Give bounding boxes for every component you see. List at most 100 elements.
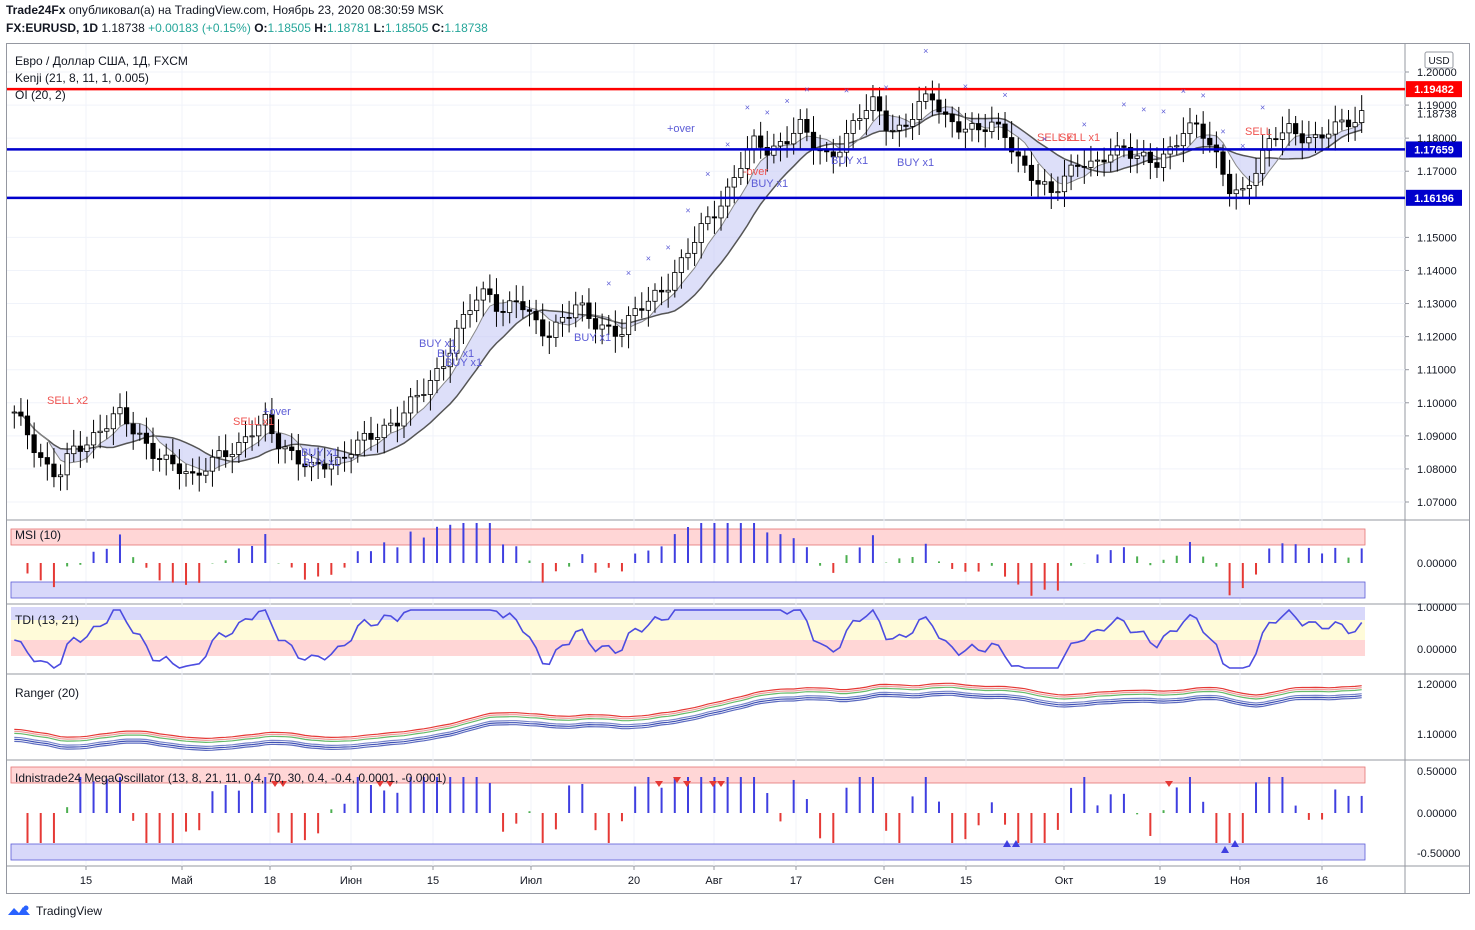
candle-body [434, 368, 440, 381]
over-signal-label: +over [263, 406, 291, 418]
low-value: 1.18505 [385, 21, 429, 35]
y-tick-label: 1.13000 [1417, 299, 1457, 311]
price-axis[interactable]: 1.20000 1.19000 1.18000 1.17000 1.15000 1.140… [1405, 67, 1457, 509]
candle-body [1352, 122, 1358, 128]
sell-signal-label: SELL x2 [47, 395, 88, 407]
candle-body [229, 454, 235, 458]
candle-body [18, 411, 24, 417]
current-price: 1.18738 [101, 21, 145, 35]
candle-body [909, 119, 916, 127]
candle-body [474, 299, 480, 312]
candle-body [962, 128, 969, 133]
candle-body [797, 119, 803, 134]
publisher-name[interactable]: Trade24Fx [6, 3, 66, 17]
buy-signal-label: BUY x1 [437, 348, 474, 360]
chart-frame[interactable]: 1.19482 1.17659 1.16196 1.18738 SELL x2 SELL… [6, 43, 1470, 894]
candle-body [1042, 181, 1048, 185]
candle-body [441, 366, 447, 369]
x-marker: × [804, 85, 809, 95]
y-tick-label: 1.10000 [1417, 398, 1457, 410]
candle-body [1220, 151, 1226, 175]
time-axis[interactable]: 15 Май 18 Июн 15 Июл 20 Авг 17 Сен 15 Окт 19 Ноя 16 [80, 866, 1328, 887]
candle-body [315, 461, 321, 465]
candle-body [493, 294, 500, 312]
horizontal-price-lines[interactable]: 1.19482 1.17659 1.16196 1.18738 [7, 81, 1462, 206]
candle-body [1108, 154, 1114, 163]
candle-body [427, 380, 434, 395]
mega-tick-label: 0.50000 [1417, 766, 1457, 778]
x-tick-label: 17 [790, 875, 802, 887]
x-marker: × [1260, 103, 1265, 113]
buy-signal-label: BUY x1 [303, 457, 340, 469]
ranger-line [14, 682, 1362, 740]
price-line-tag [1406, 141, 1462, 158]
candle-body [546, 335, 552, 338]
y-tick-label: 1.19000 [1417, 100, 1457, 112]
candle-body [328, 463, 334, 470]
candle-body [421, 394, 427, 396]
candle-body [738, 168, 744, 178]
tdi-top-zone [11, 607, 1365, 620]
ranger-line [14, 686, 1362, 744]
candle-body [995, 121, 1002, 125]
candle-body [751, 135, 757, 151]
x-tick-label: Июн [340, 875, 362, 887]
ranger-tick-label: 1.10000 [1417, 729, 1457, 741]
mega-sell-arrow [376, 781, 384, 787]
close-value: 1.18738 [444, 21, 488, 35]
candle-body [480, 288, 486, 301]
candle-body [942, 111, 949, 115]
candle-body [467, 310, 473, 315]
candle-body [1246, 184, 1253, 190]
candle-body [566, 316, 572, 319]
symbol-label[interactable]: FX:EURUSD, 1D [6, 21, 99, 35]
candle-body [573, 304, 579, 319]
price-line-tag [1406, 81, 1462, 98]
candle-body [949, 113, 955, 123]
candle-body [289, 446, 295, 451]
candle-body [335, 456, 341, 465]
candle-body [322, 463, 328, 470]
candle-body [923, 93, 929, 102]
candle-body [308, 461, 315, 468]
candle-body [1240, 188, 1246, 191]
candle-body [903, 124, 909, 127]
candle-body [507, 300, 513, 313]
candle-body [447, 352, 453, 368]
x-tick-label: Ноя [1230, 875, 1250, 887]
candle-body [599, 324, 605, 330]
candle-body [282, 446, 288, 450]
y-tick-label: 1.08000 [1417, 464, 1457, 476]
candle-body [553, 321, 559, 338]
candle-body [890, 129, 896, 132]
candle-body [520, 301, 526, 311]
candle-body [90, 432, 97, 446]
candle-body [388, 422, 394, 426]
candle-body [989, 121, 995, 132]
mega-tick-label: 0.00000 [1417, 808, 1457, 820]
candle-body [870, 96, 876, 111]
x-marker: × [745, 102, 750, 112]
buy-signal-label: BUY x1 [897, 157, 934, 169]
candle-body [157, 458, 163, 460]
candle-body [1101, 159, 1107, 163]
candle-body [586, 302, 592, 319]
mega-buy-arrow [1231, 840, 1239, 847]
candle-body [632, 308, 638, 316]
candle-body [592, 318, 599, 330]
candle-body [454, 327, 460, 354]
chart-svg[interactable]: 1.19482 1.17659 1.16196 1.18738 SELL x2 SELL… [7, 44, 1469, 893]
x-tick-label: Июл [520, 875, 542, 887]
candle-body [84, 444, 90, 452]
buy-signal-label: BUY x1 [831, 155, 868, 167]
candle-body [1015, 151, 1021, 157]
buy-signal-label: BUY x1 [419, 338, 456, 350]
candle-body [374, 437, 381, 440]
currency-badge[interactable] [1424, 51, 1454, 69]
ranger-line [14, 690, 1362, 748]
y-tick-label: 1.17000 [1417, 166, 1457, 178]
footer-brand[interactable]: TradingView [36, 904, 103, 918]
candle-body [183, 471, 189, 474]
symbol-info: FX:EURUSD, 1D 1.18738 +0.00183 (+0.15%) … [6, 21, 488, 35]
sell-signal-label: SELL x1 [1059, 132, 1100, 144]
